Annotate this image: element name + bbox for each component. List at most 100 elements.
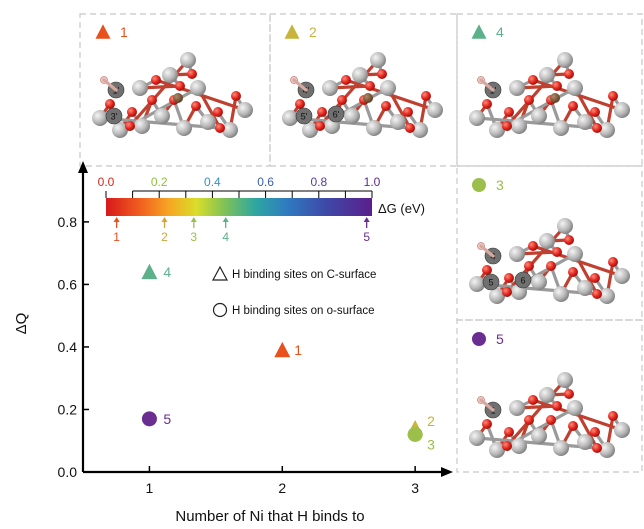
colorbar-marker-label-3: 3 bbox=[190, 230, 197, 244]
ni-atom bbox=[614, 102, 630, 118]
panel-frames bbox=[79, 13, 643, 473]
ni-atom bbox=[352, 67, 368, 83]
ni-atom bbox=[557, 372, 573, 388]
ni-atom bbox=[509, 80, 525, 96]
colorbar-marker-head bbox=[161, 217, 168, 222]
o-atom bbox=[524, 95, 534, 105]
point-label-2: 2 bbox=[427, 413, 435, 429]
o-atom bbox=[405, 123, 415, 133]
o-atom bbox=[592, 289, 602, 299]
y-axis-label: ΔQ bbox=[13, 313, 30, 335]
panel-label-1: 1 bbox=[120, 24, 128, 40]
o-atom bbox=[105, 99, 115, 109]
ni-atom bbox=[577, 434, 593, 450]
o-atom bbox=[564, 389, 574, 399]
point-label-1: 1 bbox=[294, 342, 302, 358]
o-atom bbox=[528, 75, 538, 85]
o-atom bbox=[590, 273, 600, 283]
panel-headers: 1 2 4 3 5 bbox=[95, 24, 504, 347]
ni-atom bbox=[567, 400, 583, 416]
site-label: 5 bbox=[488, 278, 493, 288]
colorbar-tick-label: 0.4 bbox=[204, 175, 221, 189]
site-label: 3' bbox=[111, 112, 118, 122]
x-tick-label: 1 bbox=[146, 480, 154, 496]
ni-atom bbox=[412, 122, 428, 138]
scatter-points: 1 2 3 4 5 bbox=[141, 263, 435, 452]
ni-atom bbox=[553, 286, 569, 302]
ni-atom bbox=[282, 110, 298, 126]
colorbar-tick-label: 0.0 bbox=[98, 175, 115, 189]
colorbar-marker-label-1: 1 bbox=[113, 230, 120, 244]
site-label: 6 bbox=[520, 276, 525, 286]
ni-atom bbox=[567, 80, 583, 96]
bond bbox=[479, 398, 495, 412]
colorbar-tick-label: 1.0 bbox=[364, 175, 381, 189]
structure-side: 1 bbox=[469, 372, 630, 458]
o-atom bbox=[381, 101, 391, 111]
panel-label-5: 5 bbox=[496, 331, 504, 347]
y-tick-label: 0.4 bbox=[58, 339, 78, 355]
c-atom bbox=[173, 93, 183, 103]
ni-atom bbox=[539, 67, 555, 83]
bond bbox=[128, 58, 190, 128]
o-atom bbox=[568, 421, 578, 431]
o-atom bbox=[315, 121, 325, 131]
o-atom bbox=[608, 411, 618, 421]
ni-atom bbox=[237, 102, 253, 118]
o-atom bbox=[502, 441, 512, 451]
y-tick-label: 0.8 bbox=[58, 214, 78, 230]
bond bbox=[479, 244, 495, 258]
ni-atom bbox=[539, 233, 555, 249]
o-atom bbox=[552, 81, 562, 91]
ni-atom bbox=[614, 422, 630, 438]
point-1 bbox=[274, 341, 291, 358]
ni-atom bbox=[557, 218, 573, 234]
panel-marker-2 bbox=[284, 24, 300, 39]
o-atom bbox=[175, 81, 185, 91]
ni-atom bbox=[489, 122, 505, 138]
ni-atom bbox=[222, 122, 238, 138]
ni-atom bbox=[614, 268, 630, 284]
ni-atom bbox=[511, 118, 527, 134]
o-atom bbox=[317, 107, 327, 117]
ni-atom bbox=[469, 110, 485, 126]
o-atom bbox=[127, 107, 137, 117]
colorbar-tick-label: 0.6 bbox=[257, 175, 274, 189]
point-label-3: 3 bbox=[427, 436, 435, 452]
ni-atom bbox=[577, 114, 593, 130]
colorbar-marker-label-2: 2 bbox=[161, 230, 168, 244]
ni-atom bbox=[200, 114, 216, 130]
ni-atom bbox=[531, 428, 547, 444]
y-tick-label: 0.0 bbox=[58, 464, 78, 480]
bond bbox=[505, 378, 567, 448]
colorbar-marker-label-5: 5 bbox=[363, 230, 370, 244]
o-atom bbox=[528, 241, 538, 251]
o-atom bbox=[215, 123, 225, 133]
ni-atom bbox=[176, 120, 192, 136]
y-axis-arrow bbox=[78, 161, 88, 173]
o-atom bbox=[421, 91, 431, 101]
c-atom bbox=[363, 93, 373, 103]
o-atom bbox=[552, 401, 562, 411]
ni-atom bbox=[509, 400, 525, 416]
structure-top2: 4'5'6' bbox=[282, 52, 443, 138]
panel-marker-3 bbox=[472, 178, 486, 192]
point-3 bbox=[407, 426, 423, 442]
ni-atom bbox=[366, 120, 382, 136]
panel-marker-5 bbox=[472, 332, 486, 346]
o-atom bbox=[147, 95, 157, 105]
molecular-structures: 1'3'4'5'6'1'4561 bbox=[92, 52, 630, 458]
o-atom bbox=[151, 75, 161, 85]
site-atom bbox=[514, 271, 532, 289]
o-atom bbox=[482, 99, 492, 109]
o-atom bbox=[608, 91, 618, 101]
o-atom bbox=[504, 273, 514, 283]
o-atom bbox=[365, 81, 375, 91]
point-5 bbox=[141, 411, 157, 427]
o-atom bbox=[592, 123, 602, 133]
panel-marker-1 bbox=[95, 24, 111, 39]
ni-atom bbox=[557, 52, 573, 68]
o-atom bbox=[504, 427, 514, 437]
ni-atom bbox=[469, 430, 485, 446]
